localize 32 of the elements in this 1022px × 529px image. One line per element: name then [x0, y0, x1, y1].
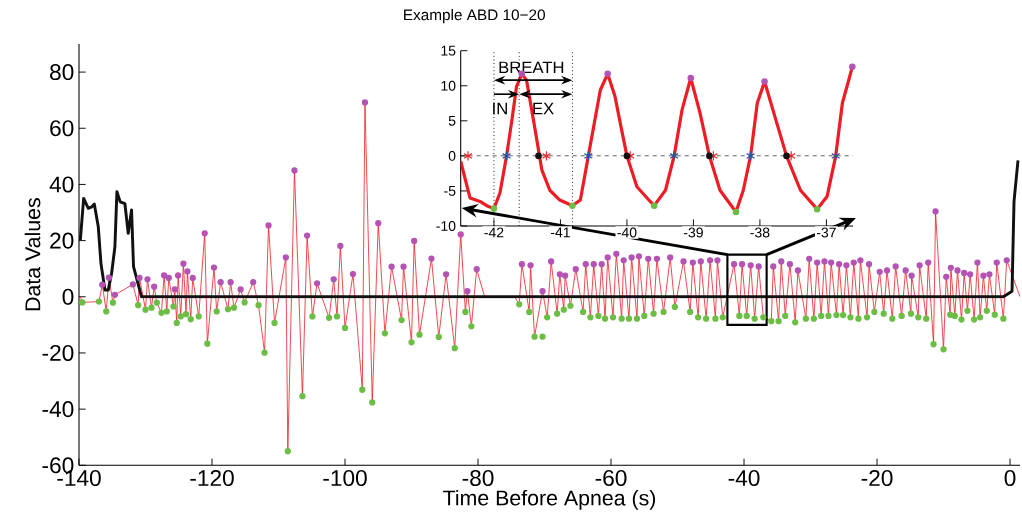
x-tick-label: -41	[550, 227, 570, 238]
x-axis-title: Time Before Apnea (s)	[443, 489, 656, 510]
y-tick-label: 20	[50, 232, 74, 249]
x-tick-label: -38	[750, 227, 770, 238]
annotation: EX	[533, 102, 554, 115]
y-tick-label: -10	[436, 221, 456, 231]
x-tick-label: -80	[462, 470, 494, 487]
y-tick-label: -5	[444, 186, 456, 196]
x-tick-label: -40	[728, 470, 760, 487]
y-tick-label: 15	[441, 45, 456, 56]
x-tick-label: -39	[683, 227, 703, 238]
annotation: BREATH	[499, 61, 564, 74]
x-tick-label: -100	[323, 470, 367, 487]
y-tick-label: 0	[448, 150, 456, 161]
y-tick-label: -40	[42, 401, 74, 418]
y-tick-label: 40	[49, 176, 74, 193]
annotation: IN	[493, 102, 507, 115]
y-axis-title: Data Values	[24, 198, 41, 311]
y-tick-label: 5	[448, 115, 456, 126]
x-tick-label: -37	[816, 227, 836, 238]
x-tick-label: 0	[1004, 470, 1016, 487]
y-tick-label: -20	[42, 344, 74, 361]
y-tick-label: 60	[50, 120, 74, 137]
y-tick-label: 10	[441, 80, 456, 91]
x-tick-label: -60	[595, 470, 627, 487]
x-tick-label: -20	[861, 470, 893, 487]
chart-title: Example ABD 10−20	[404, 9, 545, 24]
x-tick-label: -40	[617, 227, 637, 238]
x-tick-label: -42	[484, 227, 504, 238]
y-tick-label: 0	[62, 288, 74, 305]
y-tick-label: 80	[50, 64, 74, 81]
x-tick-label: -120	[190, 470, 234, 487]
